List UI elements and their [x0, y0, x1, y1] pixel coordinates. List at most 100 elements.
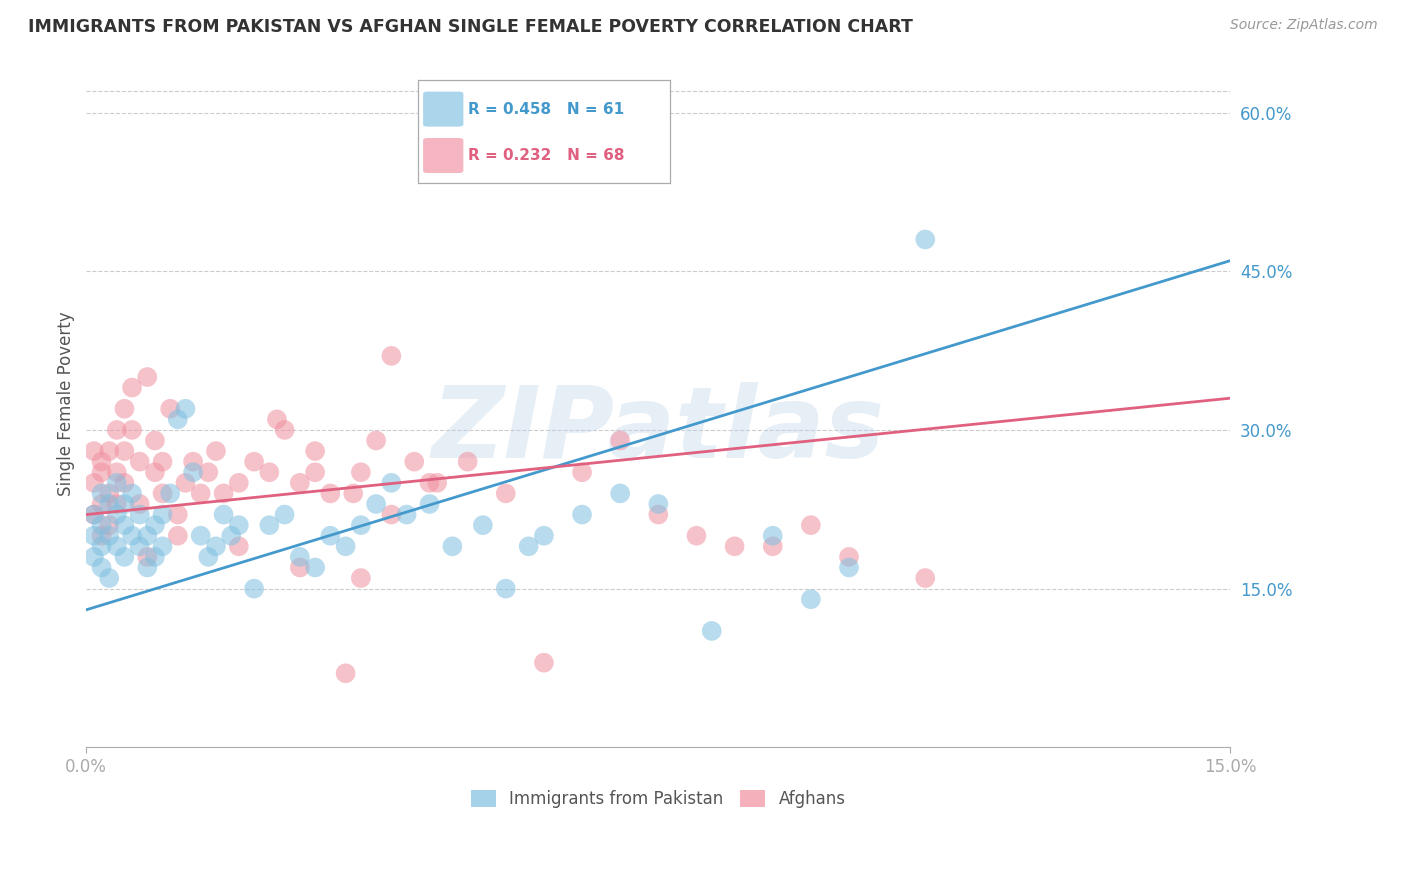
Point [197, 549, 219, 564]
Point [205, 539, 228, 553]
Point [181, 455, 204, 469]
Point [762, 529, 785, 543]
Point [152, 508, 174, 522]
Point [457, 455, 479, 469]
Point [304, 444, 326, 458]
Point [105, 508, 128, 522]
Point [105, 475, 128, 490]
Point [266, 412, 288, 426]
Point [190, 529, 212, 543]
Point [395, 508, 418, 522]
Point [121, 529, 143, 543]
Point [112, 401, 135, 416]
Point [181, 465, 204, 479]
Point [174, 401, 197, 416]
Point [90, 455, 112, 469]
Point [273, 423, 295, 437]
Point [838, 560, 860, 574]
Point [273, 508, 295, 522]
Point [105, 423, 128, 437]
Point [136, 560, 159, 574]
Point [700, 624, 723, 638]
Point [319, 486, 342, 500]
Point [366, 434, 388, 448]
Point [152, 455, 174, 469]
Point [98, 486, 121, 500]
Point [647, 508, 669, 522]
Point [136, 549, 159, 564]
Point [159, 486, 181, 500]
Point [533, 656, 555, 670]
Point [380, 508, 402, 522]
Point [350, 465, 373, 479]
Point [914, 571, 936, 585]
Point [128, 455, 150, 469]
Point [228, 475, 250, 490]
Y-axis label: Single Female Poverty: Single Female Poverty [58, 311, 75, 496]
Point [121, 423, 143, 437]
Point [174, 475, 197, 490]
Point [762, 539, 785, 553]
Point [83, 444, 105, 458]
Legend: Immigrants from Pakistan, Afghans: Immigrants from Pakistan, Afghans [464, 783, 852, 814]
Point [98, 444, 121, 458]
Point [128, 497, 150, 511]
Point [128, 508, 150, 522]
Point [105, 497, 128, 511]
Point [83, 529, 105, 543]
Point [205, 444, 228, 458]
Point [571, 465, 593, 479]
Point [517, 539, 540, 553]
Point [838, 549, 860, 564]
Point [609, 434, 631, 448]
Point [228, 539, 250, 553]
Point [190, 486, 212, 500]
Point [571, 508, 593, 522]
Point [350, 571, 373, 585]
Point [404, 455, 426, 469]
Point [495, 582, 517, 596]
Point [136, 529, 159, 543]
Point [380, 475, 402, 490]
Point [112, 475, 135, 490]
Text: ZIPatlas: ZIPatlas [432, 383, 884, 480]
Point [304, 465, 326, 479]
Point [800, 518, 823, 533]
Point [143, 549, 166, 564]
Point [90, 539, 112, 553]
Point [197, 465, 219, 479]
Point [335, 539, 357, 553]
Point [288, 549, 311, 564]
Point [166, 529, 188, 543]
Point [471, 518, 494, 533]
Point [83, 508, 105, 522]
Point [212, 508, 235, 522]
Point [259, 465, 281, 479]
Point [105, 465, 128, 479]
Point [83, 508, 105, 522]
Point [136, 370, 159, 384]
Point [685, 529, 707, 543]
Point [259, 518, 281, 533]
Point [166, 508, 188, 522]
Point [159, 401, 181, 416]
Point [152, 486, 174, 500]
Point [219, 529, 242, 543]
Point [441, 539, 464, 553]
Point [418, 497, 440, 511]
Point [143, 434, 166, 448]
Point [418, 475, 440, 490]
Point [152, 539, 174, 553]
Point [128, 539, 150, 553]
Point [83, 475, 105, 490]
Point [83, 549, 105, 564]
Point [380, 349, 402, 363]
Point [98, 529, 121, 543]
Point [342, 486, 364, 500]
Point [90, 529, 112, 543]
Point [335, 666, 357, 681]
Point [143, 465, 166, 479]
Point [366, 497, 388, 511]
Point [288, 475, 311, 490]
Point [243, 582, 266, 596]
